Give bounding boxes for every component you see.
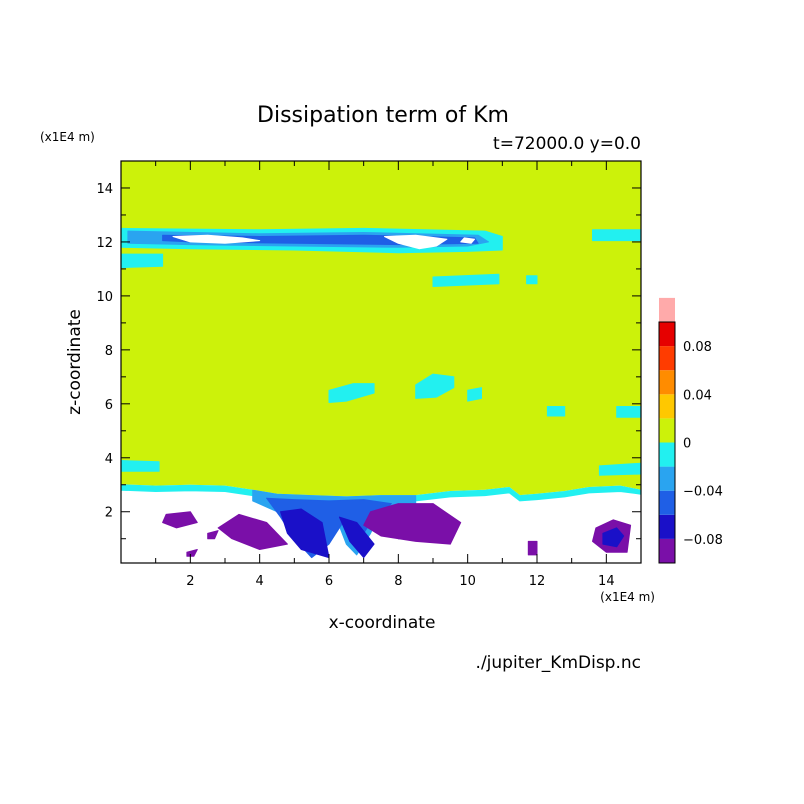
y-tick-label: 12 (96, 236, 113, 251)
contour-region-26 (363, 503, 462, 545)
x-axis-unit: (x1E4 m) (600, 590, 655, 604)
x-tick-label: 2 (186, 574, 194, 589)
y-tick-label: 2 (105, 506, 113, 521)
contour-region-11 (616, 406, 641, 418)
colorbar-swatch (659, 490, 675, 515)
x-axis-ticks: 2 4 6 8 10 12 14 (155, 161, 642, 589)
contour-region-29 (527, 540, 538, 556)
x-tick-label: 8 (394, 574, 402, 589)
y-axis-unit: (x1E4 m) (40, 130, 95, 144)
colorbar-swatch (659, 394, 675, 419)
colorbar-swatch (659, 538, 675, 563)
y-tick-label: 14 (96, 182, 113, 197)
y-tick-label: 6 (105, 398, 113, 413)
y-axis-ticks: 2 4 6 8 10 12 14 (96, 160, 641, 540)
colorbar-swatch (659, 514, 675, 539)
contour-regions (121, 227, 641, 563)
contour-region-8 (415, 373, 455, 399)
colorbar-swatch (659, 418, 675, 443)
x-tick-label: 4 (256, 574, 264, 589)
contour-region-6 (526, 275, 538, 285)
source-file-label: ./jupiter_KmDisp.nc (476, 653, 641, 673)
contour-region-7 (328, 383, 375, 403)
plot-frame (120, 160, 642, 564)
colorbar-swatch (659, 322, 675, 347)
contour-region-9 (467, 387, 482, 402)
colorbar-swatch (659, 442, 675, 467)
contour-region-3 (121, 253, 164, 269)
contour-region-4 (592, 229, 641, 242)
colorbar: −0.08 −0.04 0 0.04 0.08 (658, 297, 723, 564)
y-tick-label: 8 (105, 344, 113, 359)
colorbar-tick-label: −0.04 (683, 485, 723, 500)
chart-subtitle: t=72000.0 y=0.0 (493, 134, 641, 154)
contour-region-22 (338, 516, 375, 559)
y-axis-label: z-coordinate (65, 309, 85, 415)
contour-region-16 (172, 234, 261, 244)
y-tick-label: 10 (96, 290, 113, 305)
contour-region-25 (217, 513, 288, 550)
x-axis-label: x-coordinate (329, 613, 436, 633)
colorbar-tick-label: 0.08 (683, 340, 712, 355)
contour-region-31 (207, 530, 219, 540)
colorbar-swatch (659, 297, 675, 322)
contour-region-12 (121, 460, 160, 472)
colorbar-swatch (659, 370, 675, 395)
x-tick-label: 6 (325, 574, 333, 589)
x-tick-label: 14 (598, 574, 615, 589)
x-tick-label: 12 (529, 574, 546, 589)
colorbar-tick-label: −0.08 (683, 533, 723, 548)
contour-region-28 (602, 527, 625, 548)
contour-region-10 (546, 406, 566, 417)
contour-region-5 (432, 273, 500, 287)
contour-region-30 (186, 549, 198, 557)
colorbar-tick-label: 0 (683, 437, 691, 452)
contour-region-18 (460, 237, 476, 244)
contour-region-17 (384, 234, 448, 250)
colorbar-tick-label: 0.04 (683, 388, 712, 403)
contour-region-13 (598, 462, 641, 476)
contour-region-24 (162, 511, 198, 529)
colorbar-swatch (659, 346, 675, 371)
chart-title: Dissipation term of Km (257, 103, 509, 128)
colorbar-frame (658, 321, 676, 564)
x-tick-label: 10 (459, 574, 476, 589)
colorbar-swatch (659, 466, 675, 491)
y-tick-label: 4 (105, 452, 113, 467)
